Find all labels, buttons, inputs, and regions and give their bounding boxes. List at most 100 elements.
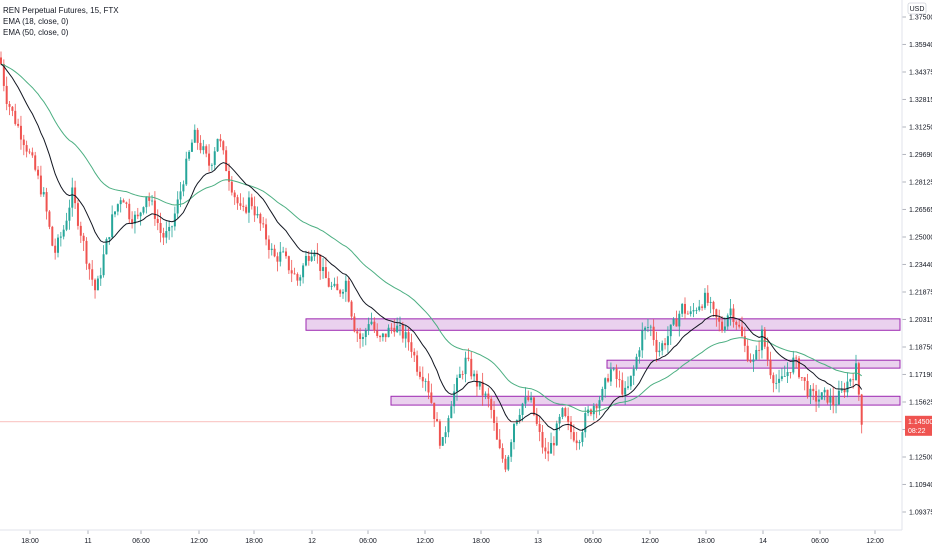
candle-body [361, 337, 364, 339]
candle-body [285, 251, 287, 257]
candle-body [376, 330, 379, 337]
candle-body [703, 292, 706, 308]
candle-body [404, 332, 407, 339]
candle-body [8, 103, 11, 107]
candle-body [247, 197, 250, 213]
candle-body [22, 139, 25, 146]
candle-body [595, 405, 598, 409]
candle-body [661, 343, 664, 351]
candle-body [324, 267, 327, 279]
legend-symbol[interactable]: REN Perpetual Futures, 15, FTX [3, 6, 119, 15]
candle-body [222, 141, 225, 151]
y-tick-label: 1.26565 [909, 207, 932, 214]
candle-body [327, 278, 330, 287]
candle-body [815, 391, 818, 402]
last-price-value: 1.14500 [908, 419, 932, 426]
candle-body [250, 197, 253, 207]
candle-body [39, 175, 42, 195]
candle-body [142, 207, 145, 213]
candle-body [783, 376, 786, 377]
candle-body [655, 339, 658, 353]
candle-body [96, 278, 99, 291]
legend-ema-slow[interactable]: EMA (50, close, 0) [3, 28, 69, 37]
candle-body [550, 442, 553, 454]
currency-label: USD [910, 6, 925, 13]
candle-body [262, 223, 265, 225]
candle-body [530, 397, 533, 401]
candle-body [424, 380, 427, 382]
candle-body [359, 333, 362, 339]
candle-body [552, 442, 555, 446]
candle-body [638, 350, 641, 357]
candle-body [732, 308, 735, 322]
candle-body [279, 251, 282, 262]
candle-body [678, 313, 681, 327]
candle-body [578, 441, 581, 444]
candle-body [490, 398, 493, 410]
candle-body [276, 256, 279, 262]
candle-body [45, 192, 48, 212]
candle-body [265, 224, 268, 240]
candle-body [812, 388, 815, 392]
candle-body [817, 399, 820, 402]
candle-body [786, 372, 789, 377]
y-tick-label: 1.37500 [909, 15, 932, 22]
y-tick-label: 1.20315 [909, 317, 932, 324]
candle-body [444, 432, 447, 438]
candle-body [521, 403, 524, 415]
candle-body [253, 206, 256, 216]
candle-body [210, 164, 213, 166]
y-tick-label: 1.25000 [909, 235, 932, 242]
x-tick-label: 13 [534, 538, 542, 545]
candle-body [108, 237, 111, 240]
candle-body [609, 369, 612, 382]
candle-body [570, 421, 572, 433]
candle-body [798, 358, 800, 378]
candle-body [464, 357, 467, 375]
candle-body [447, 418, 450, 433]
candle-body [780, 376, 783, 379]
candle-body [735, 321, 738, 325]
candle-body [527, 397, 530, 401]
candle-body [835, 404, 838, 406]
candle-body [168, 226, 171, 232]
candle-body [114, 211, 116, 215]
legend-ema-fast[interactable]: EMA (18, close, 0) [3, 17, 69, 26]
candle-body [624, 387, 627, 395]
candle-body [538, 423, 541, 432]
candle-body [760, 329, 763, 351]
candle-body [741, 326, 743, 337]
candle-body [296, 274, 299, 281]
candle-body [541, 431, 544, 448]
candle-body [689, 311, 692, 315]
candle-body [245, 206, 248, 213]
candle-body [860, 394, 863, 425]
candle-body [615, 368, 618, 380]
candle-body [54, 245, 57, 253]
candle-body [829, 396, 832, 403]
candle-body [76, 203, 79, 226]
candle-body [379, 336, 382, 338]
x-tick-label: 12:00 [866, 538, 884, 545]
candle-body [350, 301, 353, 317]
candle-body [230, 181, 233, 193]
x-tick-label: 14 [759, 538, 767, 545]
candle-body [729, 308, 732, 316]
candle-body [644, 327, 647, 331]
candle-body [601, 388, 604, 401]
candle-body [131, 219, 134, 224]
candle-body [407, 332, 410, 343]
candle-body [28, 151, 31, 153]
candle-body [658, 350, 661, 353]
candle-body [504, 458, 507, 470]
candle-body [190, 142, 193, 152]
candle-body [236, 197, 239, 204]
candle-body [561, 408, 564, 417]
candle-body [156, 218, 159, 223]
candle-body [507, 456, 510, 470]
candle-body [778, 378, 781, 383]
candle-body [410, 342, 413, 352]
candle-body [484, 393, 487, 396]
